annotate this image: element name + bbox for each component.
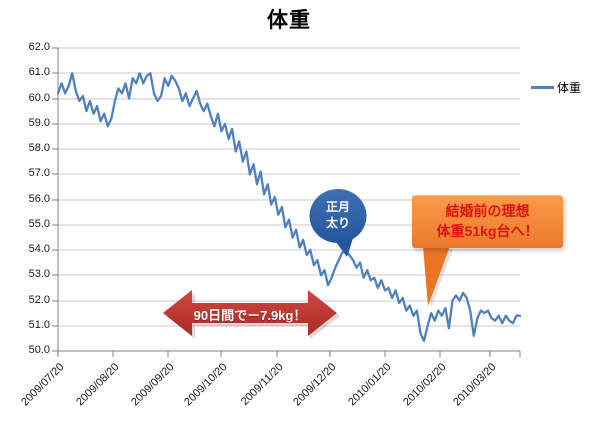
y-axis-label: 61.0 xyxy=(28,66,50,78)
balloon-line2: 太り xyxy=(325,216,350,230)
new-year-balloon: 正月 太り xyxy=(311,199,365,231)
y-axis-label: 51.0 xyxy=(28,319,50,331)
y-axis-label: 53.0 xyxy=(28,268,50,280)
y-axis-label: 59.0 xyxy=(28,117,50,129)
chart-title: 体重 xyxy=(267,9,311,32)
y-axis-label: 56.0 xyxy=(28,193,50,205)
legend: 体重 xyxy=(531,79,581,95)
callout-line1: 結婚前の理想 xyxy=(445,203,530,219)
axes-and-ticks xyxy=(52,47,521,357)
y-axis-label: 58.0 xyxy=(28,142,50,154)
y-axis-label: 55.0 xyxy=(28,218,50,230)
legend-line-swatch xyxy=(531,85,554,89)
y-axis-label: 50.0 xyxy=(28,344,50,356)
y-axis-label: 62.0 xyxy=(28,41,50,53)
y-axis-label: 52.0 xyxy=(28,294,50,306)
balloon-line1: 正月 xyxy=(325,200,350,214)
y-axis-label: 60.0 xyxy=(28,92,50,104)
weight-series-line xyxy=(56,72,522,343)
y-axis-label: 54.0 xyxy=(28,243,50,255)
y-axis-label: 57.0 xyxy=(28,167,50,179)
goal-callout: 結婚前の理想 体重51kg台へ！ xyxy=(412,195,563,248)
callout-line2: 体重51kg台へ！ xyxy=(436,223,539,239)
diet-arrow-label: 90日間で－7.9kg！ xyxy=(193,308,307,323)
legend-label: 体重 xyxy=(557,80,582,95)
